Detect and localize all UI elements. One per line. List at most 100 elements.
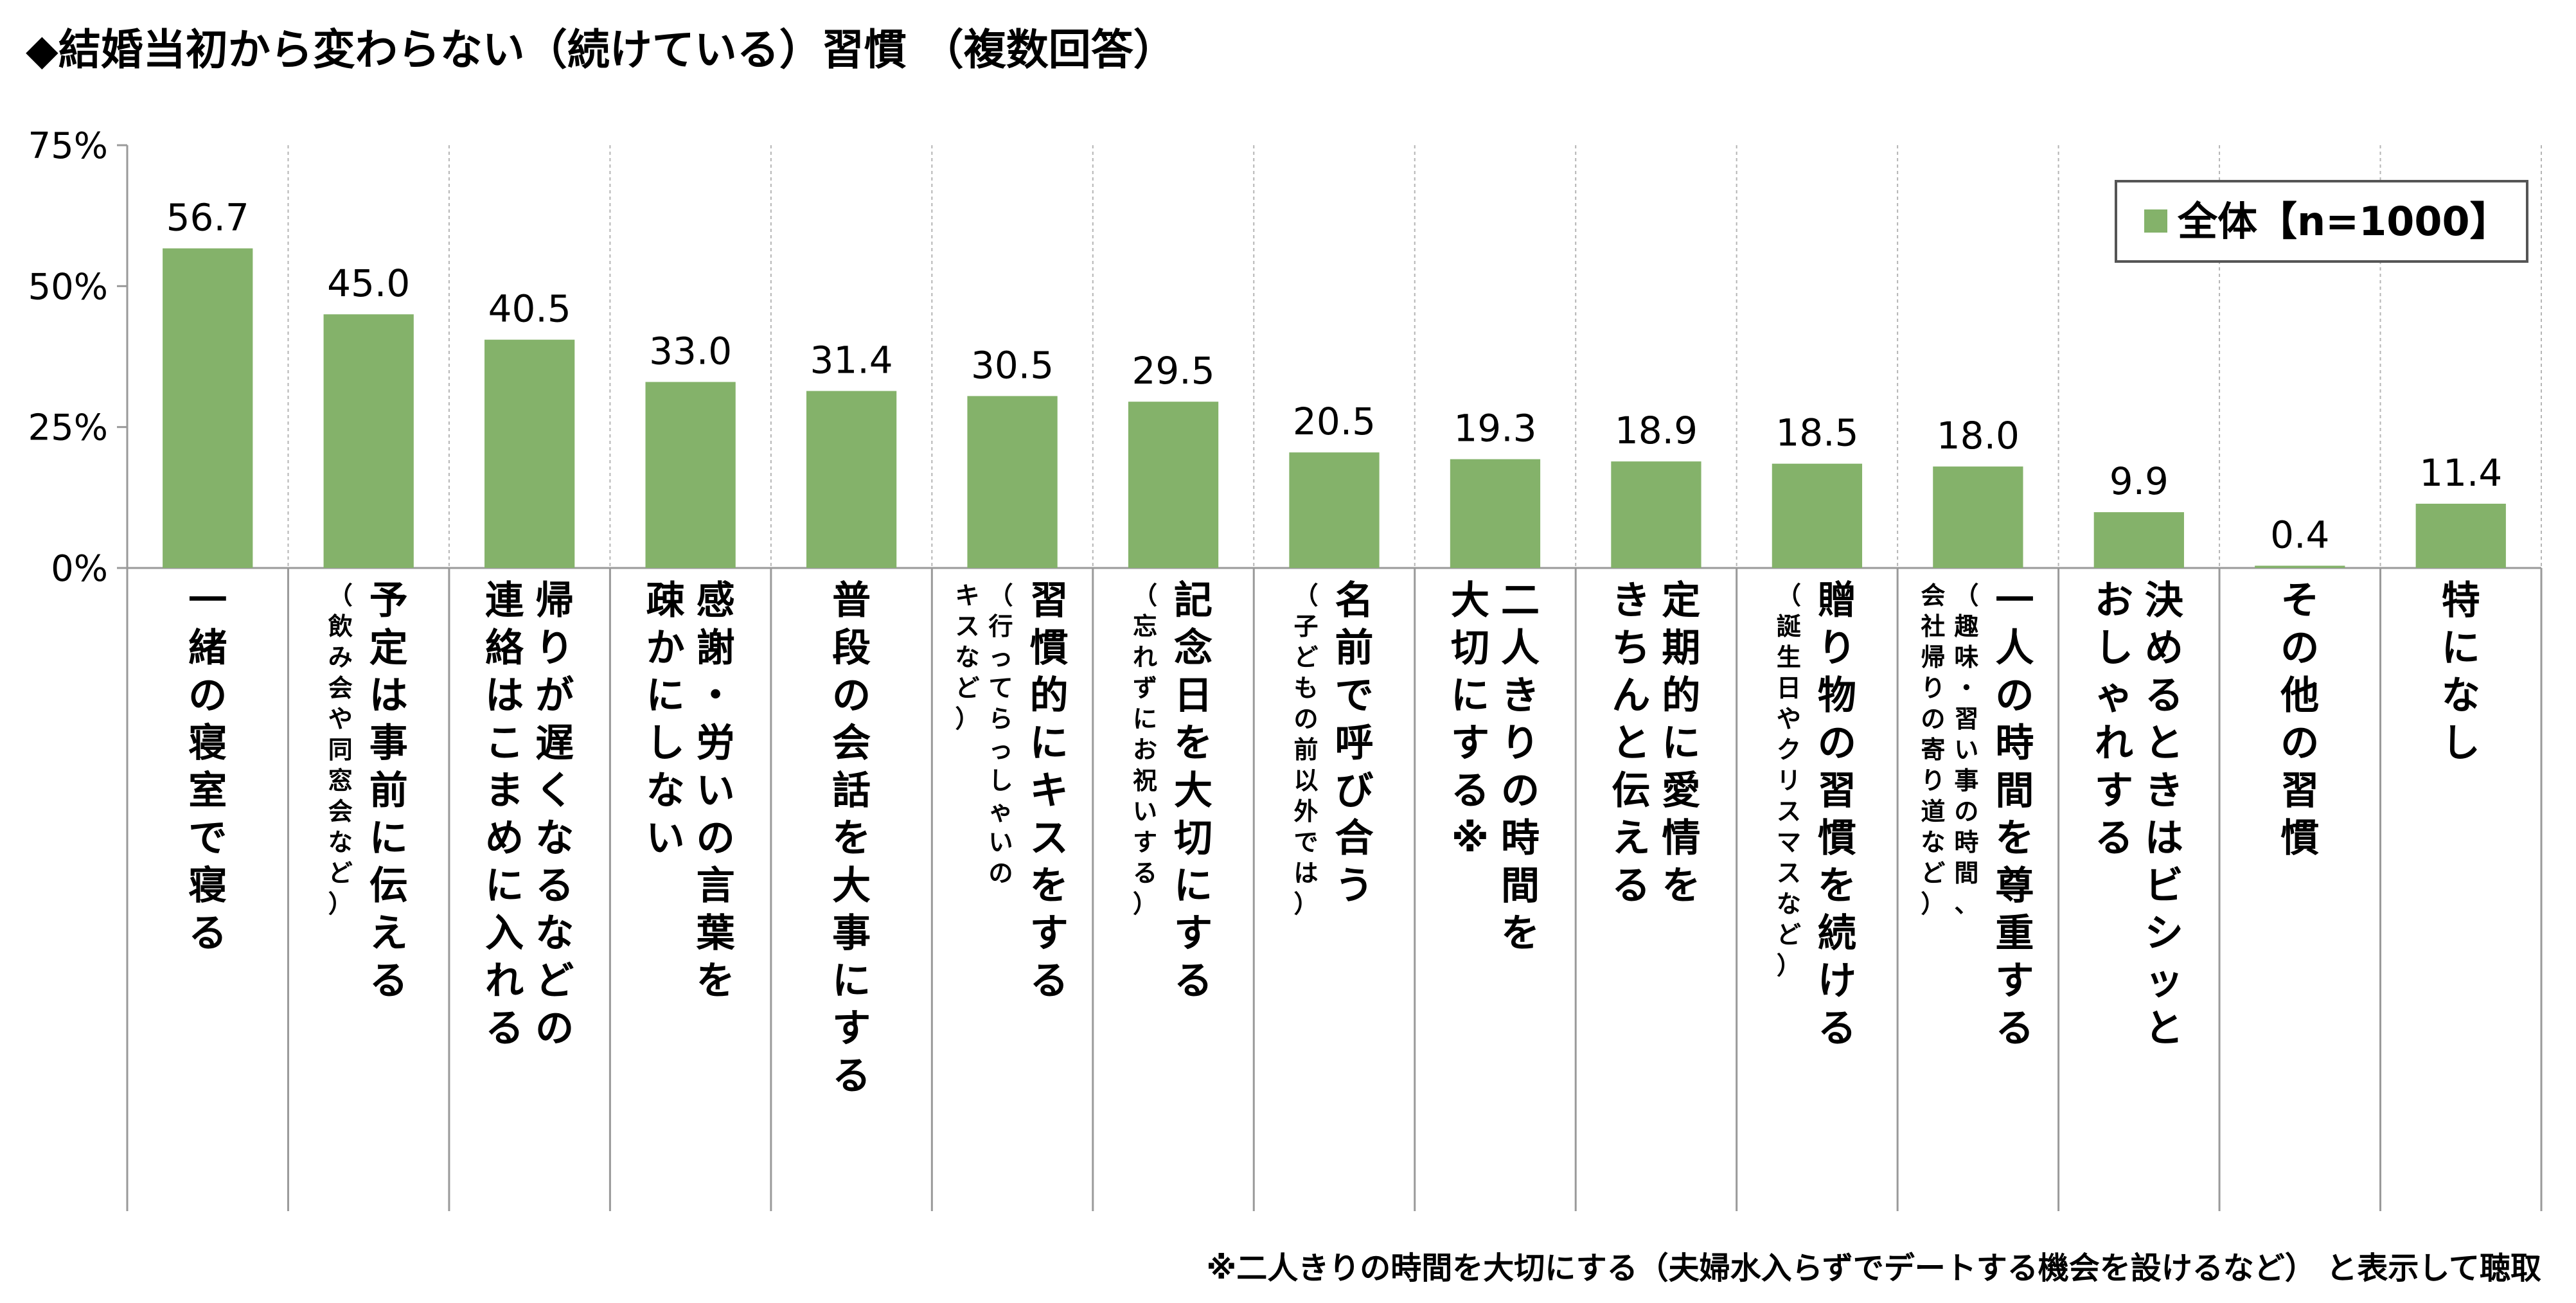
category-label: か (646, 626, 685, 671)
category-label: の (535, 1006, 574, 1051)
category-label: 伝 (369, 864, 408, 909)
category-sublabel: な (955, 643, 980, 671)
category-sublabel: 帰 (1921, 643, 1945, 671)
bar (2093, 512, 2184, 568)
category-label: 的 (1030, 673, 1069, 718)
category-label: 労 (697, 721, 735, 766)
category-label: 日 (1174, 673, 1212, 718)
category-label: を (1030, 864, 1069, 909)
category-sublabel: の (1954, 797, 1978, 826)
category-sublabel: （ (1293, 581, 1318, 610)
category-label: ・ (697, 673, 735, 718)
category-label: い (646, 816, 685, 861)
y-tick-label: 50% (28, 266, 108, 308)
category-sublabel: ら (989, 705, 1013, 733)
category-sublabel: 習 (1954, 705, 1978, 733)
category-sublabel: 道 (1921, 797, 1945, 826)
category-label: 寝 (188, 721, 227, 766)
category-sublabel: ク (1777, 736, 1801, 764)
category-label: 愛 (1662, 768, 1700, 813)
category-sublabel: ゃ (989, 797, 1013, 826)
category-label: な (535, 816, 574, 861)
category-label: る (535, 864, 574, 909)
bar (323, 314, 414, 568)
category-label: 段 (832, 626, 871, 671)
category-label: ス (1030, 816, 1069, 861)
category-sublabel: や (1777, 705, 1801, 733)
category-sublabel: （ (328, 581, 353, 610)
category-label: 大 (1451, 578, 1489, 623)
category-label: の (1818, 721, 1856, 766)
footnote: ※二人きりの時間を大切にする（夫婦水入らずでデートする機会を設けるなど） と表示… (1207, 1250, 2541, 1286)
bar (2415, 503, 2506, 568)
category-sublabel: ） (955, 705, 980, 733)
category-sublabel: ど (1293, 643, 1318, 671)
category-label: る (188, 911, 227, 956)
category-sublabel: ） (1293, 890, 1318, 918)
category-label: キ (1030, 768, 1069, 813)
category-label: 二 (1501, 578, 1540, 623)
category-label: る (485, 1006, 524, 1051)
category-label: き (2145, 768, 2183, 813)
category-sublabel: お (1133, 736, 1157, 764)
data-label: 56.7 (166, 196, 249, 240)
category-label: を (1662, 864, 1700, 909)
data-label: 19.3 (1453, 407, 1536, 450)
category-label: 前 (369, 768, 408, 813)
category-label: れ (485, 959, 524, 1004)
data-label: 0.4 (2270, 513, 2329, 556)
y-tick-label: 75% (28, 125, 108, 167)
category-label: 呼 (1335, 721, 1374, 766)
y-tick-label: 0% (51, 548, 108, 590)
category-label: 決 (2145, 578, 2183, 623)
category-label: る (1995, 1006, 2034, 1051)
category-sublabel: っ (989, 643, 1013, 671)
category-label: め (485, 816, 524, 861)
category-label: 習 (1030, 578, 1069, 623)
category-sublabel: 飲 (328, 612, 353, 641)
category-label: の (697, 816, 735, 861)
category-label: に (485, 864, 524, 909)
category-label: 的 (1662, 673, 1700, 718)
category-label: を (1174, 721, 1212, 766)
category-label: 室 (188, 768, 227, 813)
category-label: が (535, 673, 574, 718)
category-sublabel: の (1293, 705, 1318, 733)
category-label: 習 (1818, 768, 1856, 813)
category-sublabel: 趣 (1954, 612, 1978, 641)
category-sublabel: ） (1133, 890, 1157, 918)
category-sublabel: で (1293, 828, 1318, 856)
category-label: 大 (832, 864, 871, 909)
category-label: シ (2145, 911, 2183, 956)
category-sublabel: も (1293, 674, 1318, 702)
category-label: に (646, 673, 685, 718)
category-label: お (2095, 578, 2133, 623)
category-sublabel: ど (955, 674, 980, 702)
bar (1611, 461, 1701, 568)
category-label: 続 (1818, 911, 1856, 956)
data-label: 18.9 (1615, 409, 1698, 452)
category-label: 間 (1501, 864, 1540, 909)
category-label: い (697, 768, 735, 813)
category-sublabel: 事 (1954, 767, 1978, 795)
category-label: そ (2280, 578, 2319, 623)
category-sublabel: 子 (1293, 612, 1318, 641)
category-label: ん (1612, 673, 1650, 718)
category-label: に (1030, 721, 1069, 766)
bar (645, 382, 736, 568)
category-label: り (535, 626, 574, 671)
category-label: を (1501, 911, 1540, 956)
bar (484, 339, 575, 568)
category-label: の (832, 673, 871, 718)
category-label: す (1174, 911, 1212, 956)
category-sublabel: 日 (1777, 674, 1801, 702)
category-sublabel: 、 (1954, 890, 1978, 918)
category-sublabel: て (989, 674, 1013, 702)
category-label: く (535, 768, 574, 813)
category-label: え (369, 911, 408, 956)
data-label: 40.5 (488, 287, 571, 331)
category-label: 物 (1818, 673, 1856, 718)
category-sublabel: 外 (1293, 797, 1318, 826)
category-label: す (832, 1006, 871, 1051)
